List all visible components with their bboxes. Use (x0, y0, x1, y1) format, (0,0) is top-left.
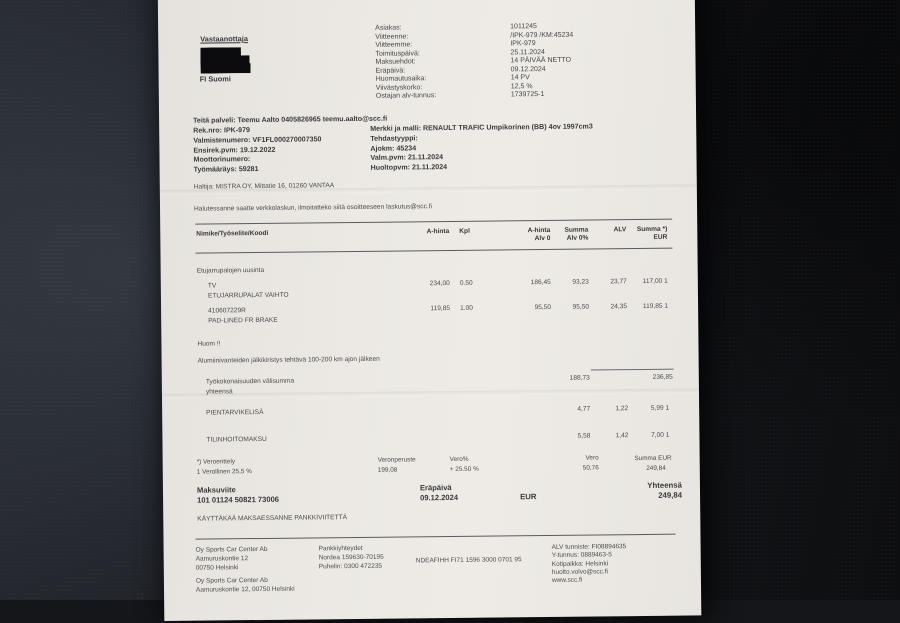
holder-line: Haltija: MISTRA OY, Mittatie 16, 01260 V… (193, 182, 335, 191)
vat-base-value: 199,08 (377, 466, 398, 474)
fee-label: PIENTARVIKELISÄ (206, 408, 264, 417)
subtotal-label-2: yhteensä (205, 388, 233, 396)
item-summa-eur: 119,85 1 (642, 302, 669, 310)
item-kpl: 1.00 (460, 304, 473, 312)
work-section-title: Etujarrupalojen uusinta (196, 266, 265, 275)
payment-reference-value: 101 01124 50821 73006 (197, 494, 280, 505)
col-header-line: Alv 0% (566, 234, 589, 242)
due-date-value: 09.12.2024 (420, 492, 459, 503)
vat-row-label: 1 Verollinen 25,5 % (196, 468, 252, 476)
footer-company-address: Oy Sports Car Center Ab Aamuruskontie 12… (196, 545, 268, 573)
vat-amount-value: 50,76 (582, 464, 599, 472)
item-kpl: 0.50 (459, 279, 473, 287)
subtotal-summa-eur: 236,85 (652, 373, 673, 381)
item-code: 410607229R (208, 307, 246, 315)
fee-label: TILINHOITOMAKSU (206, 435, 267, 444)
footer-company-address-2: Oy Sports Car Center Ab Aamuruskontie 12… (196, 576, 295, 595)
meta-value: 1739725-1 (510, 91, 545, 99)
vat-base-label: Veronperuste (377, 456, 416, 464)
item-description: PAD-LINED FR BRAKE (208, 316, 278, 325)
grand-total-value: 249,84 (658, 490, 683, 500)
col-header-item: Nimike/Työselite/Koodi (196, 229, 269, 238)
grand-total-label: Yhteensä (647, 480, 682, 490)
fee-summa-eur: 5,99 1 (650, 404, 670, 412)
vat-pct-value: + 25.50 % (449, 465, 479, 474)
payment-note: KÄYTTÄKÄÄ MAKSAESSANNE PANKKIVIITETTÄ (197, 514, 348, 523)
work-order: Työmääräys: 59281 (193, 165, 259, 174)
footer-line: Aamuruskontie 12, 00750 Helsinki (195, 585, 295, 594)
meta-label: Ostajan alv-tunnus: (375, 92, 437, 100)
col-header-summa-eur: Summa *) EUR (605, 226, 668, 242)
footer-line: Puhelin: 0300 472235 (318, 563, 383, 571)
vehicle-info-left: Rek.nro: IPK-979 Valmistenumero: VF1FL00… (193, 125, 322, 175)
due-date-label: Eräpäivä (419, 482, 452, 493)
subtotal-summa-alv0: 188,73 (569, 374, 590, 382)
footer-line: 00750 Helsinki (195, 564, 239, 573)
item-code: TV (207, 282, 217, 290)
item-description: ETUJARRUPALAT VAIHTO (207, 291, 289, 300)
footer-line: www.scc.fi (551, 576, 583, 585)
currency-label: EUR (520, 492, 537, 502)
item-a-hinta: 234,00 (429, 280, 450, 288)
vehicle-info-right: Merkki ja malli: RENAULT TRAFIC Umpikori… (370, 122, 593, 173)
footer-company-ids: ALV tunniste: FI08894635 Y-tunnus: 08894… (552, 543, 627, 585)
vat-amount-label: Vero (585, 454, 599, 462)
payment-reference-label: Maksuviite (196, 485, 236, 495)
invoice-meta: Asiakas: 1011245 Viitteenne:/IPK-979 /KM:… (375, 23, 574, 102)
invoice-photo: Vastaanottaja FI Suomi Asiakas: 1011245 V… (157, 0, 702, 622)
col-header-line: EUR (653, 233, 668, 241)
vat-pct-label: Vero% (449, 455, 469, 464)
footer-line: Oy Sports Car Center Ab (195, 545, 268, 554)
item-summa-eur: 117,00 1 (642, 277, 668, 285)
fee-summa-eur: 7,00 1 (651, 431, 670, 439)
note-title: Huom !! (197, 340, 221, 348)
col-header-a-hinta: A-hinta (426, 228, 450, 236)
recipient-country: FI Suomi (199, 74, 231, 84)
col-header-kpl: Kpl (459, 227, 470, 235)
footer-bank-details: Pankkiyhteydet Nordea 159630-70195 Puhel… (319, 544, 384, 572)
vat-total-label: Summa EUR (634, 454, 672, 463)
vat-title: *) Veroerittely (196, 458, 236, 466)
recipient-label: Vastaanottaja (200, 34, 248, 44)
subtotal-label: Työkokonaisuuden välisumma (205, 377, 295, 386)
vin: Valmistenumero: VF1FL000270007350 (193, 135, 322, 145)
vat-total-value: 249,84 (646, 464, 666, 472)
item-a-hinta: 119,85 (430, 304, 451, 313)
footer-iban: NDEAFIHH FI71 1596 3000 0701 95 (415, 556, 522, 565)
